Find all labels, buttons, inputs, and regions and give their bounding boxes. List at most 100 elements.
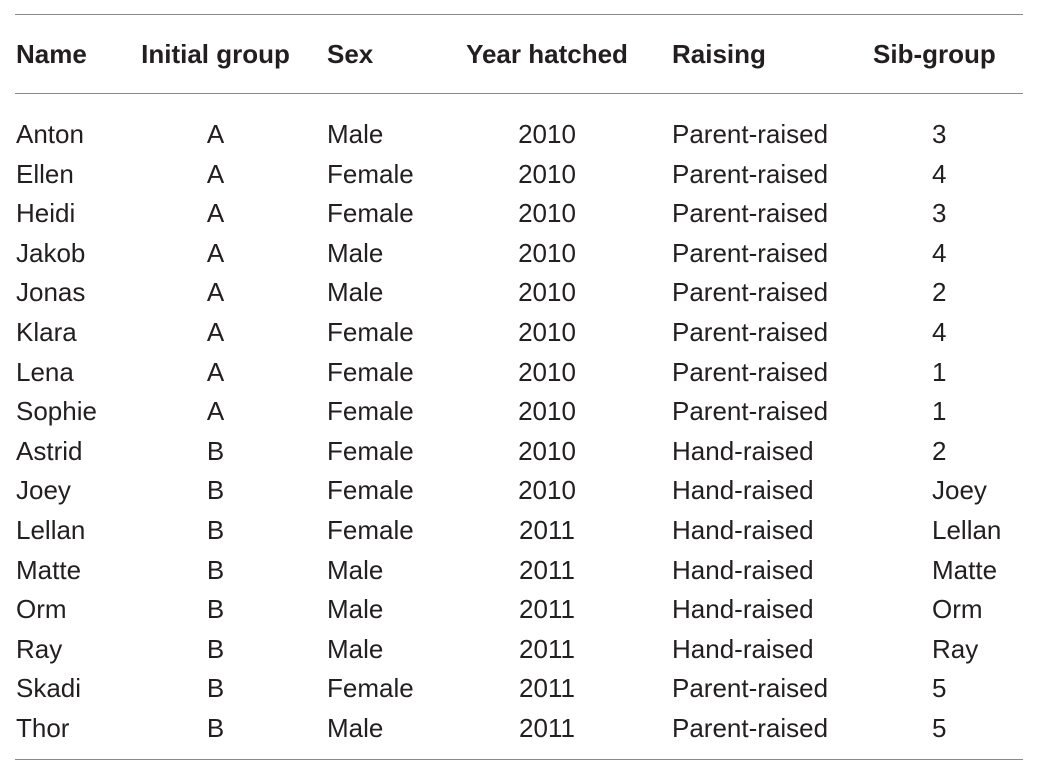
cell-raising: Parent-raised bbox=[672, 119, 829, 149]
cell-sib-group: 3 bbox=[932, 119, 947, 149]
cell-name: Matte bbox=[16, 554, 82, 585]
cell-raising: Parent-raised bbox=[672, 158, 829, 189]
cell-year-hatched: 2010 bbox=[518, 198, 576, 229]
cell-name: Lena bbox=[16, 356, 74, 387]
cell-year-hatched: 2010 bbox=[518, 237, 576, 268]
table-header-rule bbox=[15, 93, 1023, 94]
cell-sex: Male bbox=[327, 594, 384, 625]
cell-year-hatched: 2011 bbox=[519, 554, 575, 585]
cell-raising: Hand-raised bbox=[672, 515, 814, 545]
cell-initial-group: B bbox=[206, 475, 225, 506]
cell-name: Orm bbox=[16, 594, 67, 625]
cell-raising: Hand-raised bbox=[672, 435, 814, 466]
cell-sex: Male bbox=[327, 633, 384, 664]
cell-sex: Male bbox=[327, 119, 384, 149]
table-row: Klara A Female 2010 Parent-raised 4 bbox=[0, 312, 1037, 352]
cell-name: Thor bbox=[16, 713, 70, 743]
table-row: Heidi A Female 2010 Parent-raised 3 bbox=[0, 193, 1037, 233]
cell-initial-group: A bbox=[206, 277, 225, 308]
table-row: Lellan B Female 2011 Hand-raised Lellan bbox=[0, 510, 1037, 550]
cell-initial-group: B bbox=[206, 435, 225, 466]
table-row: Skadi B Female 2011 Parent-raised 5 bbox=[0, 668, 1037, 708]
cell-sex: Female bbox=[327, 396, 414, 427]
cell-sib-group: 1 bbox=[932, 396, 947, 427]
cell-name: Jonas bbox=[16, 277, 86, 308]
cell-year-hatched: 2010 bbox=[518, 356, 576, 387]
cell-sib-group: 4 bbox=[932, 317, 947, 347]
cell-raising: Hand-raised bbox=[672, 594, 814, 625]
cell-sex: Female bbox=[327, 515, 414, 545]
cell-year-hatched: 2011 bbox=[519, 633, 575, 664]
cell-raising: Parent-raised bbox=[672, 198, 829, 229]
cell-sex: Female bbox=[327, 317, 414, 347]
cell-year-hatched: 2011 bbox=[519, 673, 575, 704]
cell-initial-group: A bbox=[206, 356, 225, 387]
cell-year-hatched: 2010 bbox=[518, 119, 576, 149]
cell-year-hatched: 2010 bbox=[518, 158, 576, 189]
cell-raising: Parent-raised bbox=[672, 673, 829, 704]
cell-raising: Parent-raised bbox=[672, 713, 829, 743]
cell-raising: Parent-raised bbox=[672, 396, 829, 427]
cell-raising: Parent-raised bbox=[672, 317, 829, 347]
cell-sib-group: 5 bbox=[932, 673, 947, 704]
header-name: Name bbox=[16, 39, 87, 69]
cell-sib-group: 2 bbox=[932, 435, 947, 466]
cell-sex: Female bbox=[327, 475, 414, 506]
cell-year-hatched: 2010 bbox=[518, 396, 576, 427]
cell-initial-group: B bbox=[206, 594, 225, 625]
cell-sib-group: Lellan bbox=[932, 515, 1002, 545]
cell-name: Heidi bbox=[16, 198, 76, 229]
cell-initial-group: A bbox=[206, 237, 225, 268]
cell-year-hatched: 2010 bbox=[518, 435, 576, 466]
table-row: Jonas A Male 2010 Parent-raised 2 bbox=[0, 272, 1037, 312]
cell-year-hatched: 2010 bbox=[518, 317, 576, 347]
cell-raising: Hand-raised bbox=[672, 554, 814, 585]
cell-name: Ray bbox=[16, 633, 63, 664]
cell-initial-group: A bbox=[206, 158, 225, 189]
cell-name: Sophie bbox=[16, 396, 97, 427]
cell-raising: Parent-raised bbox=[672, 356, 829, 387]
cell-sib-group: 1 bbox=[932, 356, 947, 387]
cell-sib-group: 4 bbox=[932, 237, 947, 268]
table-row: Joey B Female 2010 Hand-raised Joey bbox=[0, 470, 1037, 510]
cell-sib-group: 4 bbox=[932, 158, 947, 189]
cell-initial-group: B bbox=[206, 515, 225, 545]
cell-sex: Male bbox=[327, 277, 384, 308]
cell-sib-group: 5 bbox=[932, 713, 947, 743]
cell-name: Joey bbox=[16, 475, 71, 506]
header-initial-group: Initial group bbox=[141, 39, 290, 69]
cell-raising: Hand-raised bbox=[672, 475, 814, 506]
cell-sex: Female bbox=[327, 158, 414, 189]
cell-year-hatched: 2010 bbox=[518, 277, 576, 308]
table-row: Ray B Male 2011 Hand-raised Ray bbox=[0, 629, 1037, 669]
cell-name: Klara bbox=[16, 317, 77, 347]
cell-sex: Female bbox=[327, 673, 414, 704]
cell-raising: Parent-raised bbox=[672, 237, 829, 268]
cell-sex: Male bbox=[327, 554, 384, 585]
table-row: Matte B Male 2011 Hand-raised Matte bbox=[0, 550, 1037, 590]
cell-name: Astrid bbox=[16, 435, 83, 466]
header-year-hatched: Year hatched bbox=[466, 39, 628, 69]
header-raising: Raising bbox=[672, 39, 766, 69]
cell-year-hatched: 2011 bbox=[519, 713, 575, 743]
cell-initial-group: A bbox=[206, 396, 225, 427]
cell-sib-group: Orm bbox=[932, 594, 983, 625]
cell-initial-group: A bbox=[206, 119, 225, 149]
cell-raising: Parent-raised bbox=[672, 277, 829, 308]
table-row: Ellen A Female 2010 Parent-raised 4 bbox=[0, 154, 1037, 194]
table-row: Sophie A Female 2010 Parent-raised 1 bbox=[0, 391, 1037, 431]
cell-sex: Male bbox=[327, 713, 384, 743]
cell-sex: Female bbox=[327, 435, 414, 466]
cell-year-hatched: 2011 bbox=[519, 594, 575, 625]
table-bottom-rule bbox=[15, 759, 1023, 760]
cell-initial-group: B bbox=[206, 554, 225, 585]
cell-year-hatched: 2010 bbox=[518, 475, 576, 506]
cell-name: Jakob bbox=[16, 237, 86, 268]
table-row: Astrid B Female 2010 Hand-raised 2 bbox=[0, 431, 1037, 471]
table-row: Orm B Male 2011 Hand-raised Orm bbox=[0, 589, 1037, 629]
table-header-row: Name Initial group Sex Year hatched Rais… bbox=[0, 34, 1037, 74]
table-row: Anton A Male 2010 Parent-raised 3 bbox=[0, 114, 1037, 154]
table-row: Lena A Female 2010 Parent-raised 1 bbox=[0, 352, 1037, 392]
cell-initial-group: B bbox=[206, 633, 225, 664]
cell-sib-group: 2 bbox=[932, 277, 947, 308]
